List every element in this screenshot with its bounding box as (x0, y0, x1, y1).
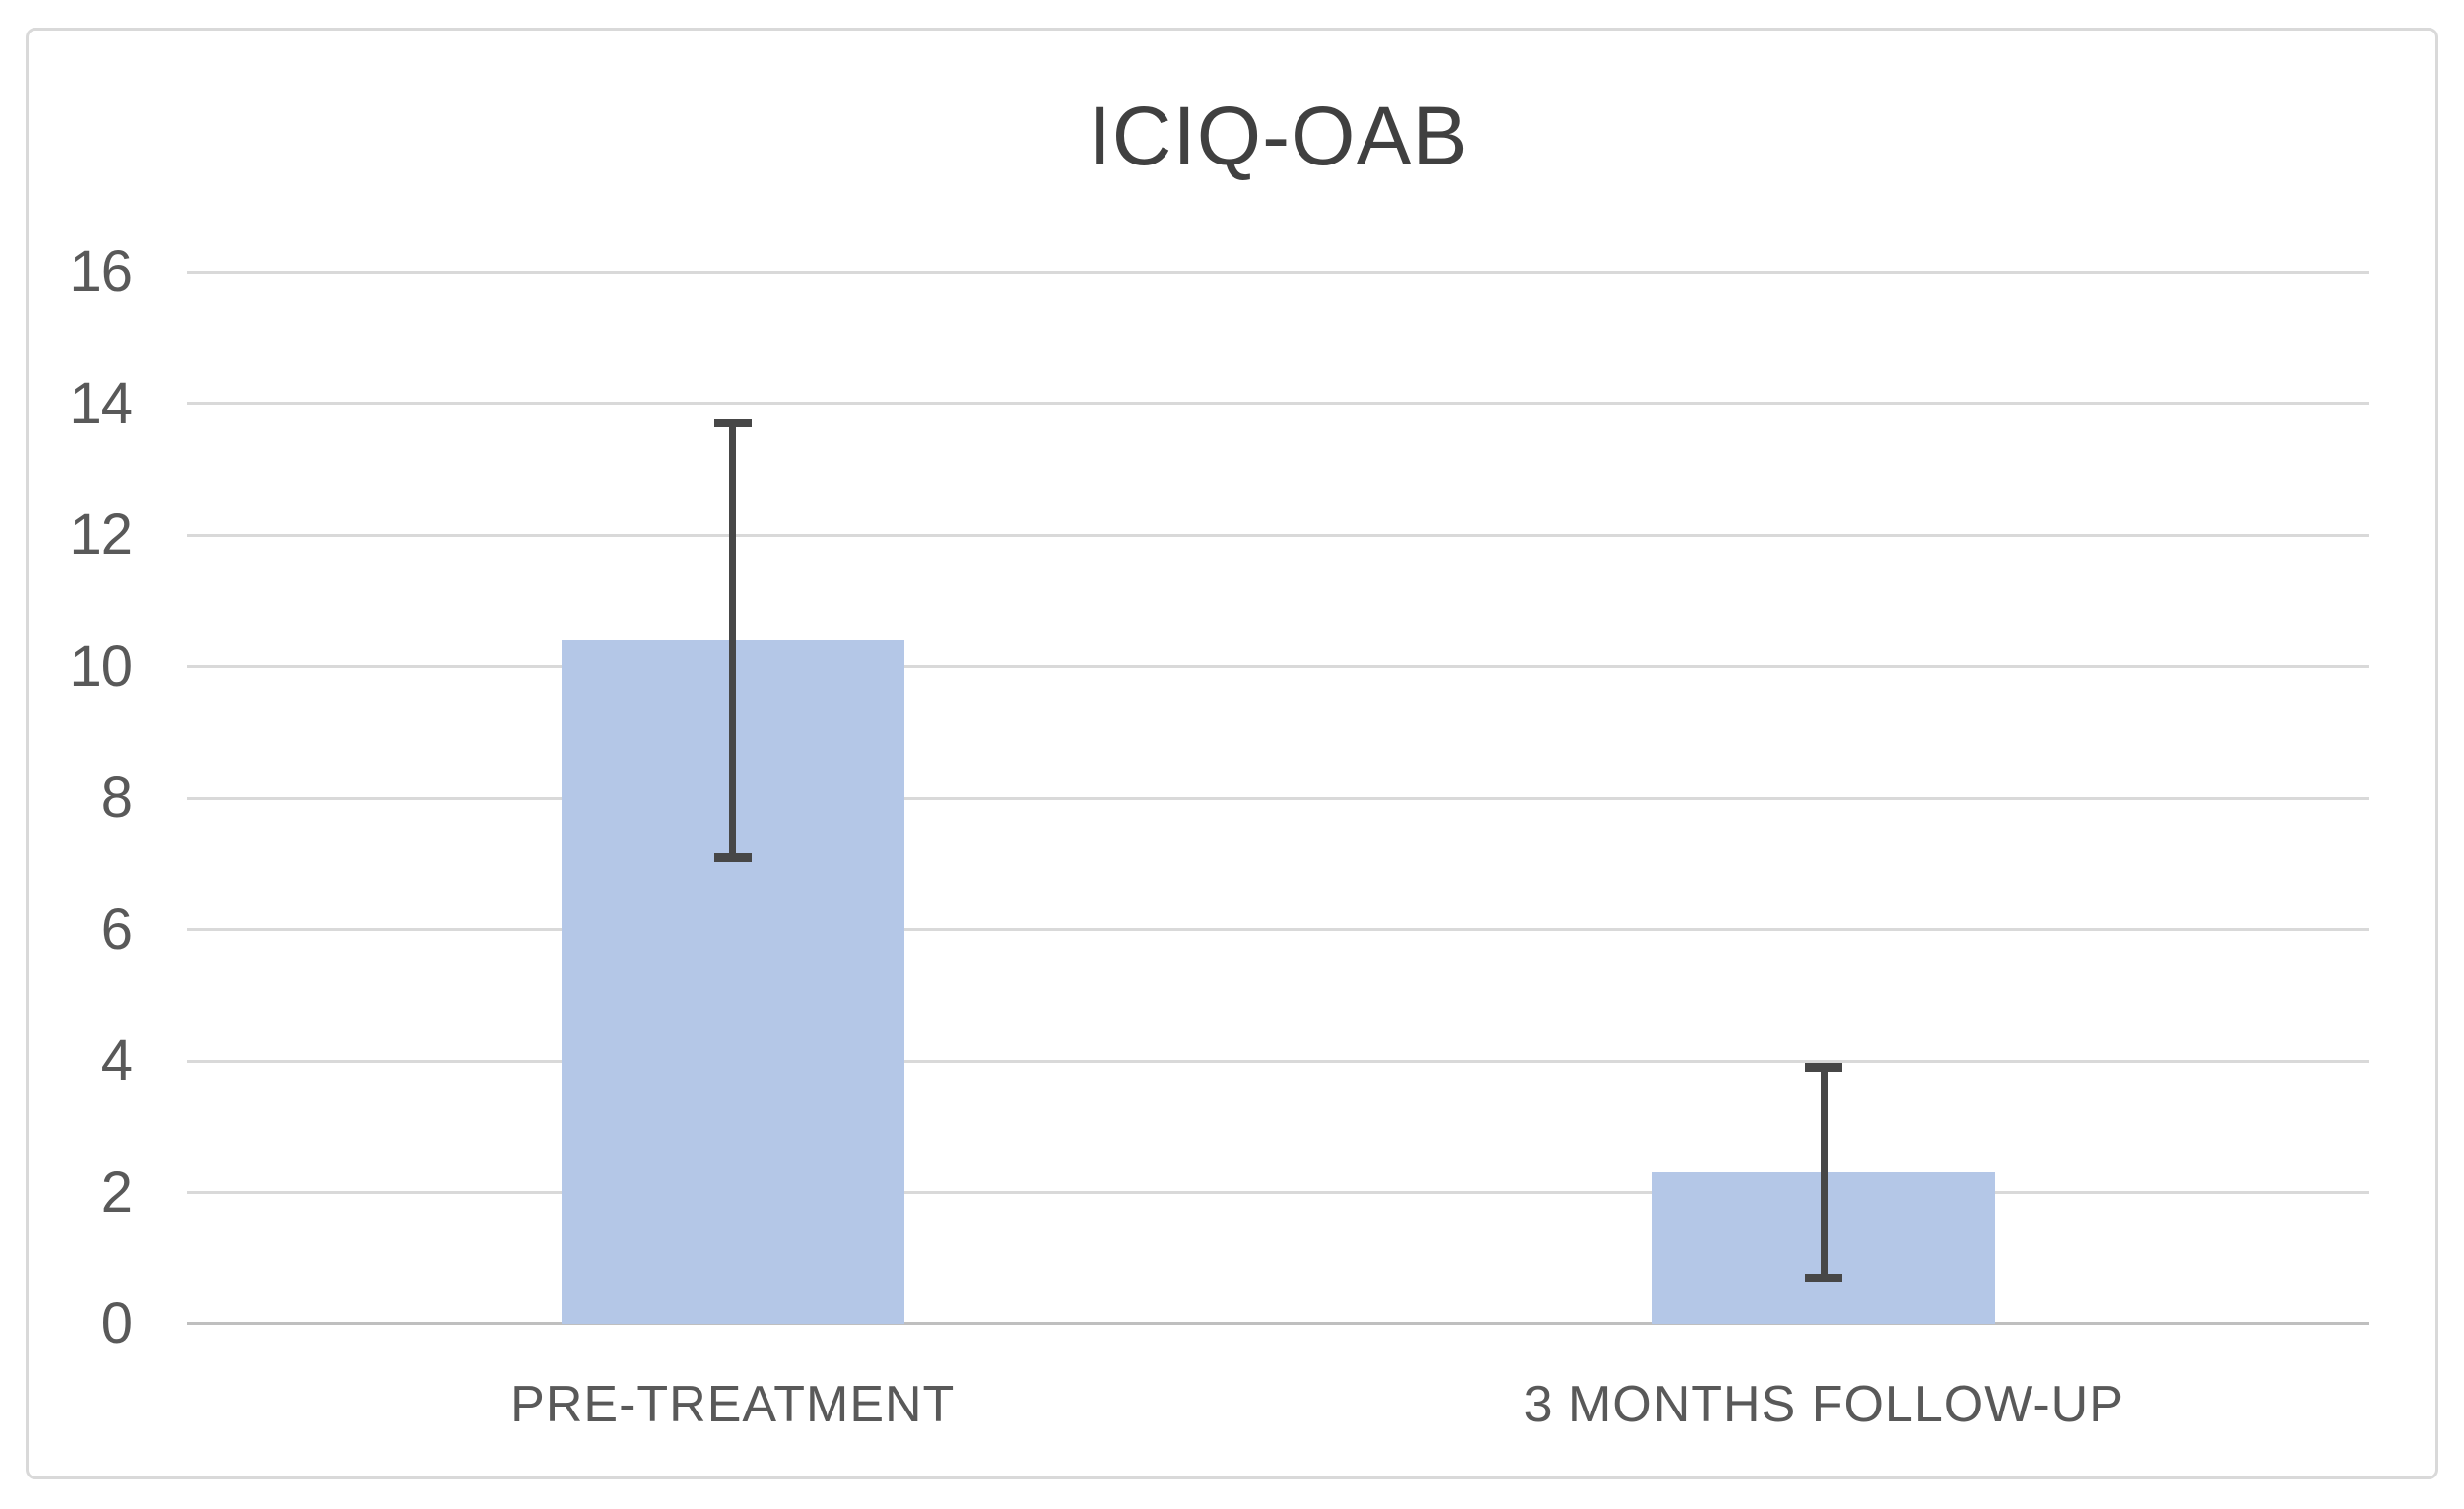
y-tick-label: 16 (69, 239, 133, 303)
gridline (187, 928, 2369, 931)
gridline (187, 402, 2369, 405)
error-bar-cap-top (1805, 1063, 1843, 1073)
error-bar-line (729, 423, 737, 858)
error-bar-cap-bottom (713, 852, 752, 862)
y-tick-label: 6 (100, 896, 133, 961)
y-tick-label: 2 (100, 1159, 133, 1224)
gridline (187, 665, 2369, 668)
y-tick-label: 14 (69, 370, 133, 435)
gridline (187, 533, 2369, 537)
y-tick-label: 0 (100, 1291, 133, 1355)
x-category-label: PRE-TREATMENT (510, 1376, 956, 1433)
y-tick-label: 10 (69, 633, 133, 698)
y-tick-label: 8 (100, 765, 133, 829)
error-bar-line (1820, 1067, 1828, 1279)
chart-frame (26, 28, 2438, 1479)
gridline (187, 1059, 2369, 1063)
chart-title: ICIQ-OAB (1088, 90, 1469, 182)
error-bar-cap-bottom (1805, 1273, 1843, 1282)
error-bar-cap-top (713, 419, 752, 428)
y-tick-label: 4 (100, 1028, 133, 1092)
x-axis-line (187, 1322, 2369, 1325)
gridline (187, 1191, 2369, 1194)
plot-area: 0 2 4 6 8 10 12 14 16 PRE-TREATMENT 3 MONTHS FOLLO… (69, 243, 2369, 1430)
gridline (187, 796, 2369, 800)
y-tick-label: 12 (69, 502, 133, 566)
x-category-label: 3 MONTHS FOLLOW-UP (1523, 1376, 2124, 1433)
gridline (187, 270, 2369, 274)
